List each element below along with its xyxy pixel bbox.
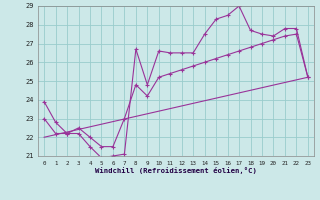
X-axis label: Windchill (Refroidissement éolien,°C): Windchill (Refroidissement éolien,°C): [95, 167, 257, 174]
